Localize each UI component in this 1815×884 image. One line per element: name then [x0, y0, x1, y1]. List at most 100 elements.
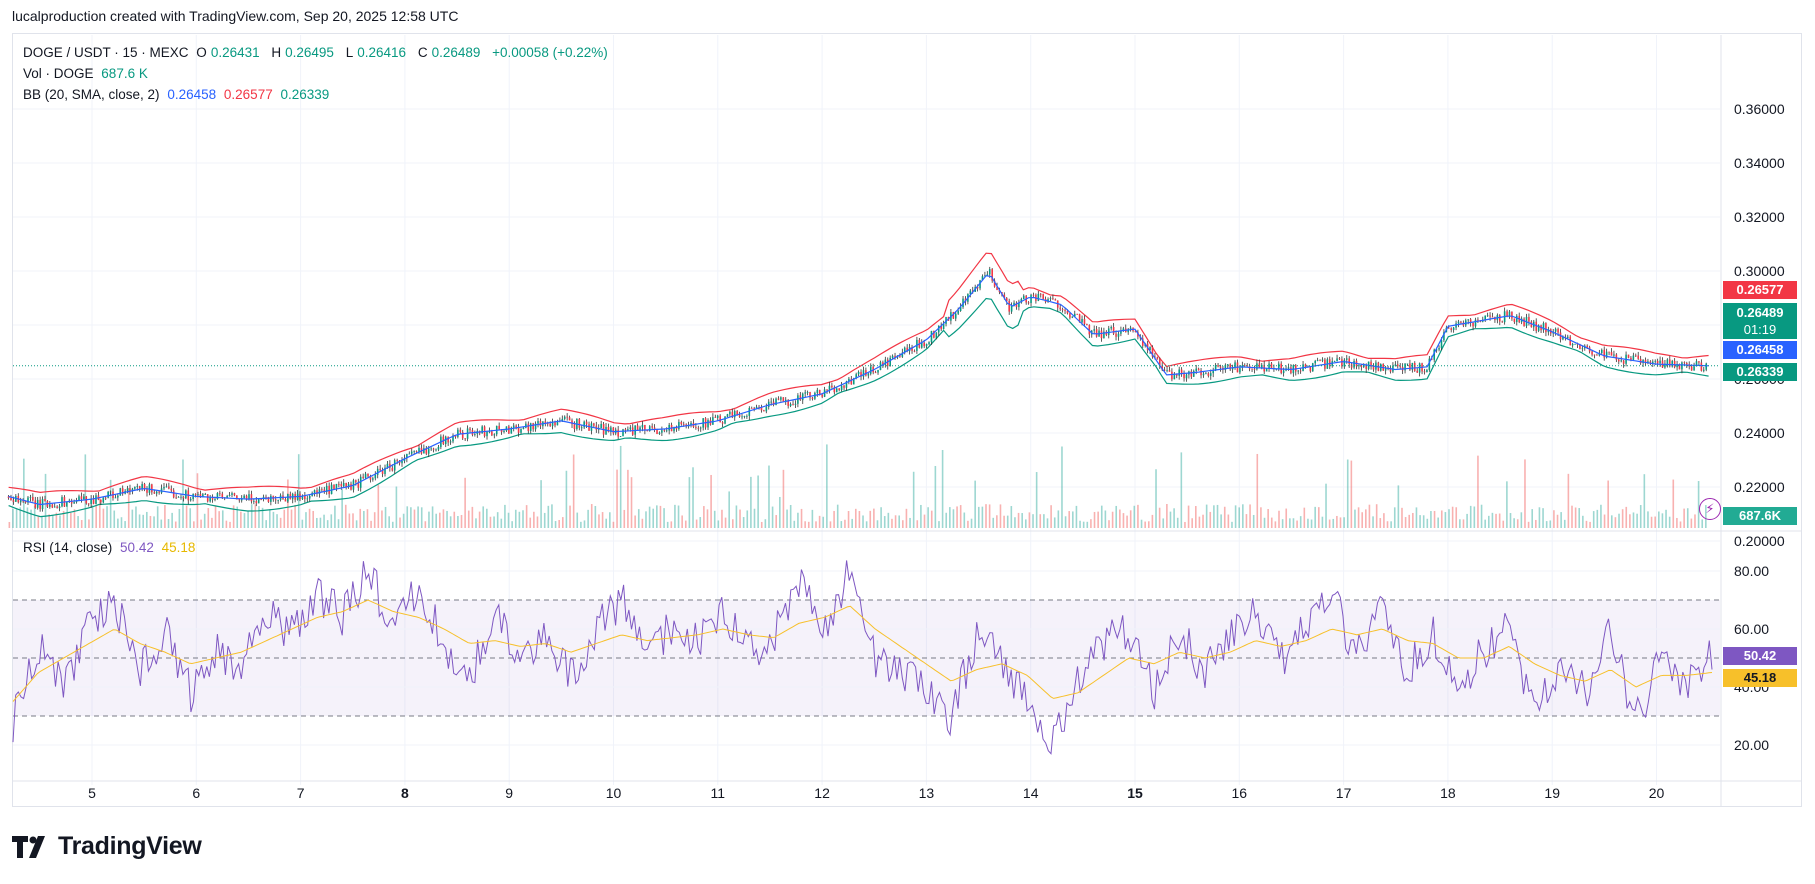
bb-label[interactable]: BB (20, SMA, close, 2) — [23, 87, 160, 102]
volume-bar — [746, 510, 749, 528]
candle-body — [1394, 364, 1397, 366]
volume-bar — [674, 504, 676, 528]
volume-bar — [117, 518, 119, 528]
candle-body — [100, 499, 102, 503]
volume-bar — [446, 510, 448, 528]
candle-body — [1022, 295, 1025, 300]
volume-bar — [1639, 505, 1642, 528]
candle-body — [1311, 363, 1314, 372]
volume-bar — [1542, 508, 1544, 528]
volume-bar — [1292, 518, 1295, 528]
volume-bar — [518, 511, 521, 528]
tradingview-logo[interactable]: TradingView — [12, 832, 202, 861]
candle-body — [1195, 368, 1197, 371]
close-value: 0.26489 — [431, 45, 481, 60]
volume-bar — [1053, 517, 1056, 528]
volume-bar — [1668, 516, 1671, 528]
candle-body — [182, 496, 185, 499]
candle-body — [680, 422, 683, 425]
candle-body — [1649, 361, 1652, 363]
volume-bar — [1122, 513, 1125, 528]
candle-body — [969, 290, 972, 295]
candle-body — [1345, 358, 1348, 360]
candle-body — [588, 424, 590, 431]
open-value: 0.26431 — [210, 45, 260, 60]
volume-bar — [1665, 509, 1667, 528]
candle-body — [658, 432, 661, 435]
volume-bar — [996, 515, 998, 528]
candle-body — [1562, 337, 1564, 340]
candle-body — [651, 426, 653, 428]
time-axis-tick: 17 — [1336, 785, 1352, 801]
candle-body — [678, 422, 680, 430]
lightning-icon[interactable]: ⚡ — [1699, 498, 1721, 520]
time-axis-tick: 12 — [814, 785, 830, 801]
candle-body — [877, 369, 879, 373]
volume-bar — [160, 519, 163, 528]
candle-body — [1586, 345, 1589, 348]
volume-bar — [268, 509, 271, 528]
volume-bar — [753, 508, 756, 528]
volume-bar — [1676, 517, 1678, 528]
candle-body — [250, 494, 253, 502]
volume-bar — [1422, 515, 1425, 528]
candle-body — [1613, 354, 1615, 356]
candle-body — [107, 491, 109, 498]
volume-label[interactable]: Vol · DOGE — [23, 66, 94, 81]
candle-body — [408, 453, 411, 455]
candle-body — [391, 467, 394, 471]
candle-body — [986, 274, 989, 276]
candle-body — [1328, 359, 1331, 366]
high-label: H — [271, 45, 282, 60]
volume-bar — [185, 505, 188, 528]
volume-bar — [478, 511, 481, 528]
volume-bar — [1151, 514, 1154, 528]
volume-bar — [529, 517, 532, 528]
volume-bar — [395, 486, 398, 528]
candle-body — [308, 495, 311, 499]
volume-bar — [1064, 516, 1067, 528]
volume-bar — [1647, 511, 1649, 528]
candle-body — [544, 421, 547, 424]
candle-body — [248, 494, 250, 499]
candle-body — [461, 432, 464, 439]
volume-bar — [1473, 506, 1476, 528]
candle-body — [1214, 365, 1217, 371]
volume-bar — [551, 504, 553, 528]
volume-bar — [576, 512, 579, 528]
candle-body — [340, 484, 343, 487]
volume-bar — [923, 514, 926, 528]
candle-body — [937, 325, 940, 333]
rsi-label[interactable]: RSI (14, close) — [23, 540, 113, 555]
candle-body — [1095, 329, 1098, 337]
volume-bar — [142, 514, 144, 528]
volume-bar — [1679, 521, 1682, 528]
candle-body — [622, 429, 624, 437]
volume-bar — [959, 505, 962, 528]
candle-body — [1013, 302, 1015, 306]
candle-body — [189, 498, 192, 501]
volume-bar — [692, 467, 694, 528]
chart-frame[interactable] — [12, 33, 1802, 807]
candle-body — [369, 476, 372, 480]
candle-body — [219, 493, 221, 494]
candle-body — [335, 483, 338, 490]
symbol-label[interactable]: DOGE / USDT · 15 · MEXC — [23, 45, 189, 60]
volume-bar — [1683, 508, 1685, 528]
volume-bar — [1310, 519, 1313, 528]
candle-body — [857, 371, 860, 375]
volume-bar — [514, 509, 517, 528]
volume-bar — [735, 505, 738, 528]
volume-bar — [1354, 509, 1356, 528]
volume-bar — [1097, 511, 1099, 528]
volume-bar — [1317, 507, 1320, 528]
candle-body — [794, 403, 797, 405]
volume-bar — [1205, 504, 1208, 528]
candle-body — [372, 478, 374, 480]
volume-bar — [981, 506, 984, 528]
volume-bar — [656, 505, 658, 528]
volume-bar — [1600, 504, 1602, 528]
candle-body — [1163, 369, 1166, 371]
candle-body — [197, 494, 199, 495]
